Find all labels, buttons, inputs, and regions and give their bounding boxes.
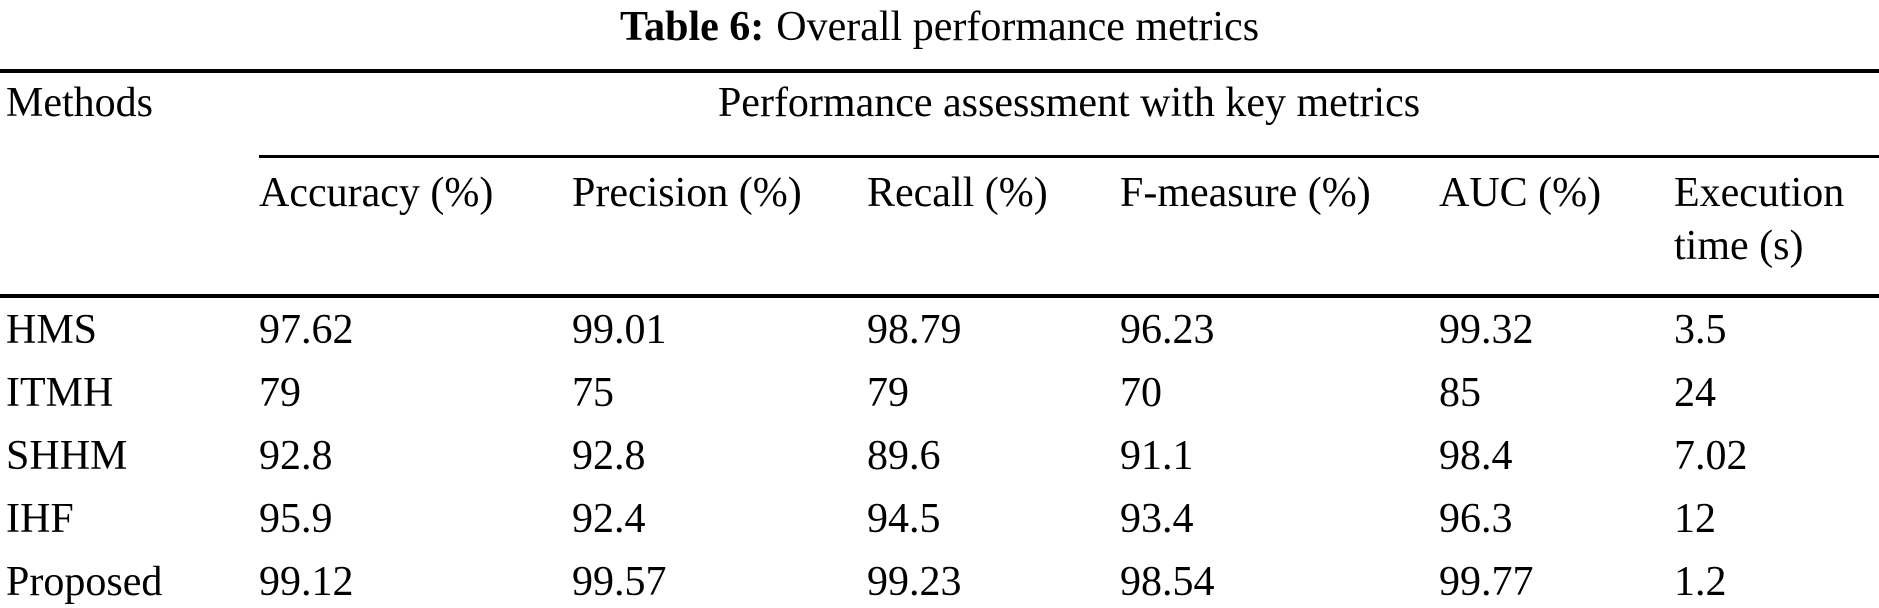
value-cell: 3.5 [1674, 306, 1727, 353]
value-cell: 94.5 [867, 495, 941, 542]
value-cell: 99.01 [572, 306, 667, 353]
column-header-recall: Recall (%) [867, 156, 1120, 298]
value-cell: 1.2 [1674, 558, 1727, 605]
value-cell: 79 [867, 369, 909, 416]
value-cell: 97.62 [259, 306, 354, 353]
value-cell: 93.4 [1120, 495, 1194, 542]
column-header-row: Accuracy (%) Precision (%) Recall (%) F-… [0, 156, 1879, 298]
value-cell: 98.79 [867, 306, 962, 353]
group-header-row: Methods Performance assessment with key … [0, 71, 1879, 298]
value-cell: 24 [1674, 369, 1716, 416]
table-caption-title: Overall performance metrics [776, 4, 1260, 50]
method-cell: ITMH [6, 369, 114, 416]
value-cell: 92.8 [259, 432, 333, 479]
value-cell: 98.54 [1120, 558, 1215, 605]
value-cell: 92.8 [572, 432, 646, 479]
group-column-header: Performance assessment with key metrics [259, 71, 1879, 158]
column-header-execution-time: Execution time (s) [1674, 156, 1879, 298]
method-cell: IHF [6, 495, 74, 542]
table-row-ihf: IHF 95.9 92.4 94.5 93.4 96.3 12 [0, 487, 1879, 550]
performance-metrics-table: Methods Performance assessment with key … [0, 69, 1879, 608]
value-cell: 12 [1674, 495, 1716, 542]
value-cell: 75 [572, 369, 614, 416]
value-cell: 95.9 [259, 495, 333, 542]
table-row-hms: HMS 97.62 99.01 98.79 96.23 99.32 3.5 [0, 296, 1879, 361]
value-cell: 99.77 [1439, 558, 1534, 605]
table-row-itmh: ITMH 79 75 79 70 85 24 [0, 361, 1879, 424]
methods-column-header: Methods [0, 71, 259, 298]
method-cell: SHHM [6, 432, 128, 479]
column-header-auc: AUC (%) [1439, 156, 1674, 298]
method-cell: Proposed [6, 558, 163, 605]
value-cell: 99.32 [1439, 306, 1534, 353]
value-cell: 99.23 [867, 558, 962, 605]
value-cell: 85 [1439, 369, 1481, 416]
value-cell: 89.6 [867, 432, 941, 479]
value-cell: 96.3 [1439, 495, 1513, 542]
column-header-fmeasure: F-measure (%) [1120, 156, 1439, 298]
column-header-precision: Precision (%) [572, 156, 867, 298]
value-cell: 7.02 [1674, 432, 1748, 479]
table-caption: Table 6: Overall performance metrics [0, 0, 1879, 69]
value-cell: 99.57 [572, 558, 667, 605]
table-row-proposed: Proposed 99.12 99.57 99.23 98.54 99.77 1… [0, 550, 1879, 608]
value-cell: 70 [1120, 369, 1162, 416]
value-cell: 79 [259, 369, 301, 416]
column-header-accuracy: Accuracy (%) [259, 156, 572, 298]
table-caption-label: Table 6: [619, 4, 765, 50]
value-cell: 98.4 [1439, 432, 1513, 479]
table-row-shhm: SHHM 92.8 92.8 89.6 91.1 98.4 7.02 [0, 424, 1879, 487]
value-cell: 99.12 [259, 558, 354, 605]
method-cell: HMS [6, 306, 98, 353]
value-cell: 96.23 [1120, 306, 1215, 353]
value-cell: 92.4 [572, 495, 646, 542]
value-cell: 91.1 [1120, 432, 1194, 479]
